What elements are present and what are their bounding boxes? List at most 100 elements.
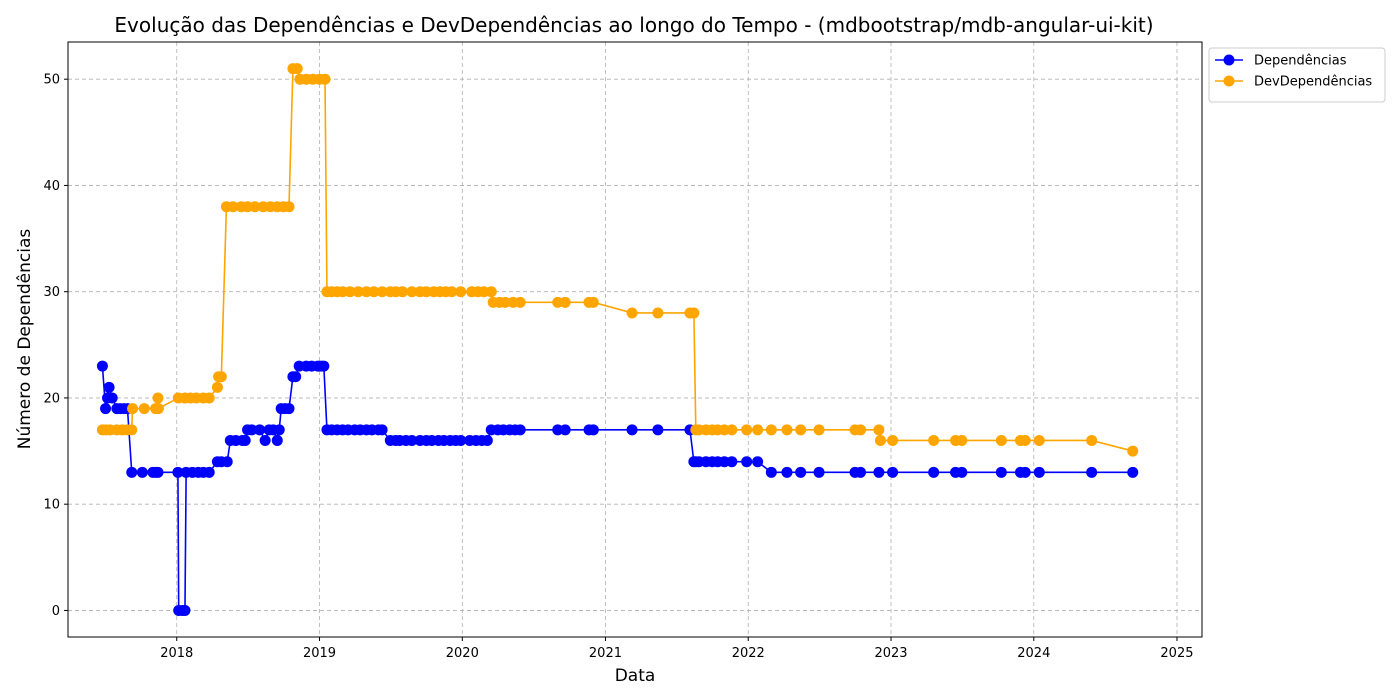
data-point (455, 286, 467, 298)
data-point (283, 403, 295, 415)
data-point (273, 424, 285, 436)
data-point (406, 434, 418, 446)
data-point (587, 424, 599, 436)
data-point (103, 381, 115, 393)
legend-label: DevDependências (1254, 75, 1372, 90)
data-point (96, 360, 108, 372)
data-point (956, 466, 968, 478)
plot-frame (67, 41, 1203, 638)
data-point (1033, 434, 1045, 446)
data-point (1019, 466, 1031, 478)
x-tick-label: 2023 (874, 646, 907, 661)
data-point (726, 456, 738, 468)
data-point (874, 434, 886, 446)
x-tick-label: 2024 (1017, 646, 1050, 661)
data-point (873, 466, 885, 478)
data-point (246, 424, 258, 436)
data-point (368, 286, 380, 298)
y-axis-label: Número de Dependências (15, 229, 35, 450)
x-tick-label: 2020 (446, 646, 479, 661)
data-point (1086, 466, 1098, 478)
data-point (152, 392, 164, 404)
data-point (283, 201, 295, 213)
data-point (956, 434, 968, 446)
data-point (726, 424, 738, 436)
y-tick-label: 30 (43, 285, 60, 300)
series-line (101, 365, 1133, 612)
legend-marker (1223, 75, 1235, 87)
data-point (291, 63, 303, 75)
data-point (239, 434, 251, 446)
y-tick-label: 50 (43, 73, 60, 88)
data-point (559, 296, 571, 308)
data-point (152, 403, 164, 415)
data-point (626, 307, 638, 319)
data-point (376, 424, 388, 436)
series-0 (96, 360, 1139, 616)
data-point (781, 466, 793, 478)
data-point (741, 456, 753, 468)
data-point (352, 286, 364, 298)
x-tick-label: 2022 (732, 646, 765, 661)
data-point (928, 434, 940, 446)
legend-box (1208, 47, 1386, 103)
series-line (102, 67, 1133, 452)
legend-label: Dependências (1254, 54, 1347, 69)
data-point (688, 307, 700, 319)
data-point (1086, 434, 1098, 446)
data-point (203, 392, 215, 404)
data-point (781, 424, 793, 436)
x-tick-label: 2018 (160, 646, 193, 661)
data-point (928, 466, 940, 478)
chart-title: Evolução das Dependências e DevDependênc… (114, 13, 1153, 37)
data-point (271, 434, 283, 446)
data-point (855, 466, 867, 478)
data-point (795, 424, 807, 436)
data-point (765, 424, 777, 436)
data-point (136, 466, 148, 478)
data-point (795, 466, 807, 478)
x-tick-label: 2021 (589, 646, 622, 661)
data-point (752, 424, 764, 436)
y-tick-label: 40 (43, 179, 60, 194)
data-point (106, 392, 118, 404)
data-point (652, 424, 664, 436)
data-point (652, 307, 664, 319)
data-point (485, 286, 497, 298)
data-point (855, 424, 867, 436)
data-point (126, 466, 138, 478)
x-tick-label: 2019 (303, 646, 336, 661)
data-point (995, 466, 1007, 478)
data-point (406, 286, 418, 298)
data-point (203, 466, 215, 478)
data-point (221, 456, 233, 468)
data-point (318, 360, 330, 372)
y-tick-label: 20 (43, 391, 60, 406)
data-point (587, 296, 599, 308)
data-point (249, 201, 261, 213)
data-point (446, 286, 458, 298)
data-point (626, 424, 638, 436)
data-point (514, 424, 526, 436)
data-point (481, 434, 493, 446)
data-point (179, 604, 191, 616)
data-point (752, 456, 764, 468)
y-tick-label: 0 (52, 604, 60, 619)
data-point (127, 403, 139, 415)
x-axis-label: Data (615, 666, 656, 686)
data-point (887, 466, 899, 478)
data-point (126, 424, 138, 436)
data-point (227, 201, 239, 213)
data-point (813, 424, 825, 436)
data-point (100, 403, 112, 415)
data-point (290, 371, 302, 383)
data-point (215, 371, 227, 383)
data-point (172, 466, 184, 478)
data-point (813, 466, 825, 478)
data-point (1127, 466, 1139, 478)
data-point (1127, 445, 1139, 457)
grid (68, 42, 1202, 637)
legend-marker (1223, 54, 1235, 66)
data-point (138, 403, 150, 415)
x-tick-label: 2025 (1160, 646, 1193, 661)
